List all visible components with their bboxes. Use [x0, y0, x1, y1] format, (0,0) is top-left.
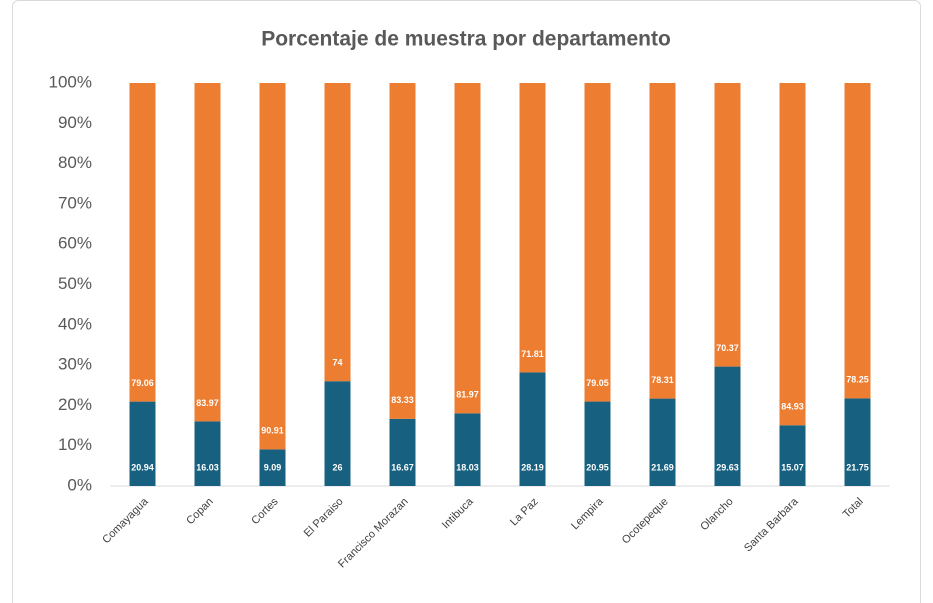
data-label: 78.25 [846, 375, 869, 385]
bar-segment [324, 83, 351, 382]
bar-segment [844, 83, 871, 399]
bar-segment [259, 449, 286, 486]
y-tick-label: 60% [58, 234, 92, 253]
data-label: 15.07 [781, 462, 804, 472]
data-label: 9.09 [264, 462, 282, 472]
data-label: 83.33 [391, 395, 414, 405]
y-tick-label: 70% [58, 193, 92, 212]
bar-segment [519, 83, 546, 373]
data-label: 90.91 [261, 426, 284, 436]
bar-segment [194, 421, 221, 486]
data-label: 81.97 [456, 390, 479, 400]
data-label: 16.03 [196, 462, 219, 472]
data-label: 79.05 [586, 378, 609, 388]
bar-segment [259, 83, 286, 450]
data-label: 83.97 [196, 398, 219, 408]
bar-segment [844, 398, 871, 486]
y-tick-label: 0% [67, 475, 92, 494]
bar-segment [389, 418, 416, 486]
y-tick-label: 90% [58, 113, 92, 132]
data-label: 20.94 [131, 462, 154, 472]
chart-title: Porcentaje de muestra por departamento [261, 28, 671, 51]
bar-segment [649, 398, 676, 486]
y-tick-label: 100% [49, 72, 92, 91]
y-tick-label: 10% [58, 435, 92, 454]
data-label: 28.19 [521, 462, 544, 472]
bar-segment [714, 83, 741, 367]
data-label: 21.75 [846, 462, 869, 472]
bar-segment [714, 366, 741, 486]
bar-segment [194, 83, 221, 422]
bar-segment [389, 83, 416, 419]
data-label: 79.06 [131, 378, 154, 388]
bar-segment [584, 83, 611, 402]
bar-segment [519, 372, 546, 486]
data-label: 20.95 [586, 462, 609, 472]
bar-segment [129, 83, 156, 402]
data-label: 16.67 [391, 462, 414, 472]
y-tick-label: 50% [58, 274, 92, 293]
data-label: 84.93 [781, 402, 804, 412]
data-label: 21.69 [651, 462, 674, 472]
bar-segment [649, 83, 676, 399]
bar-segment [779, 425, 806, 486]
bar-segment [584, 401, 611, 486]
bar-segment [324, 381, 351, 486]
y-tick-label: 20% [58, 395, 92, 414]
bar-segment [454, 83, 481, 414]
data-label: 71.81 [521, 349, 544, 359]
y-tick-label: 80% [58, 153, 92, 172]
data-label: 18.03 [456, 462, 479, 472]
data-label: 29.63 [716, 462, 739, 472]
data-label: 26 [332, 462, 342, 472]
data-label: 78.31 [651, 375, 674, 385]
bar-segment [779, 83, 806, 426]
bar-segment [129, 401, 156, 486]
data-label: 74 [332, 358, 342, 368]
data-label: 70.37 [716, 343, 739, 353]
y-tick-label: 40% [58, 314, 92, 333]
bar-segment [454, 413, 481, 486]
y-tick-label: 30% [58, 355, 92, 374]
